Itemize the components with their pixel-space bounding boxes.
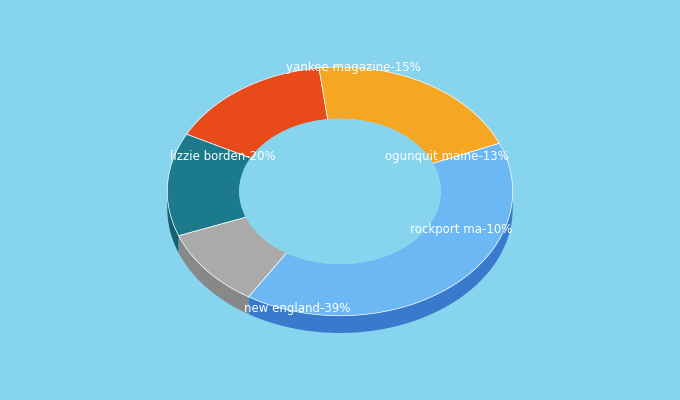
Polygon shape bbox=[179, 217, 287, 297]
Text: lizzie borden-20%: lizzie borden-20% bbox=[170, 150, 275, 163]
Polygon shape bbox=[319, 67, 499, 164]
Polygon shape bbox=[186, 68, 328, 158]
Polygon shape bbox=[240, 119, 440, 264]
Text: ogunquit maine-13%: ogunquit maine-13% bbox=[385, 150, 509, 163]
Polygon shape bbox=[287, 192, 440, 281]
Polygon shape bbox=[167, 192, 179, 253]
Polygon shape bbox=[179, 236, 249, 314]
Text: yankee magazine-15%: yankee magazine-15% bbox=[286, 60, 421, 74]
Text: new england-39%: new england-39% bbox=[243, 302, 350, 315]
Text: rockport ma-10%: rockport ma-10% bbox=[410, 223, 512, 236]
Polygon shape bbox=[240, 192, 246, 234]
Polygon shape bbox=[167, 134, 251, 236]
Polygon shape bbox=[249, 143, 513, 316]
Polygon shape bbox=[246, 217, 287, 270]
Polygon shape bbox=[249, 192, 513, 333]
